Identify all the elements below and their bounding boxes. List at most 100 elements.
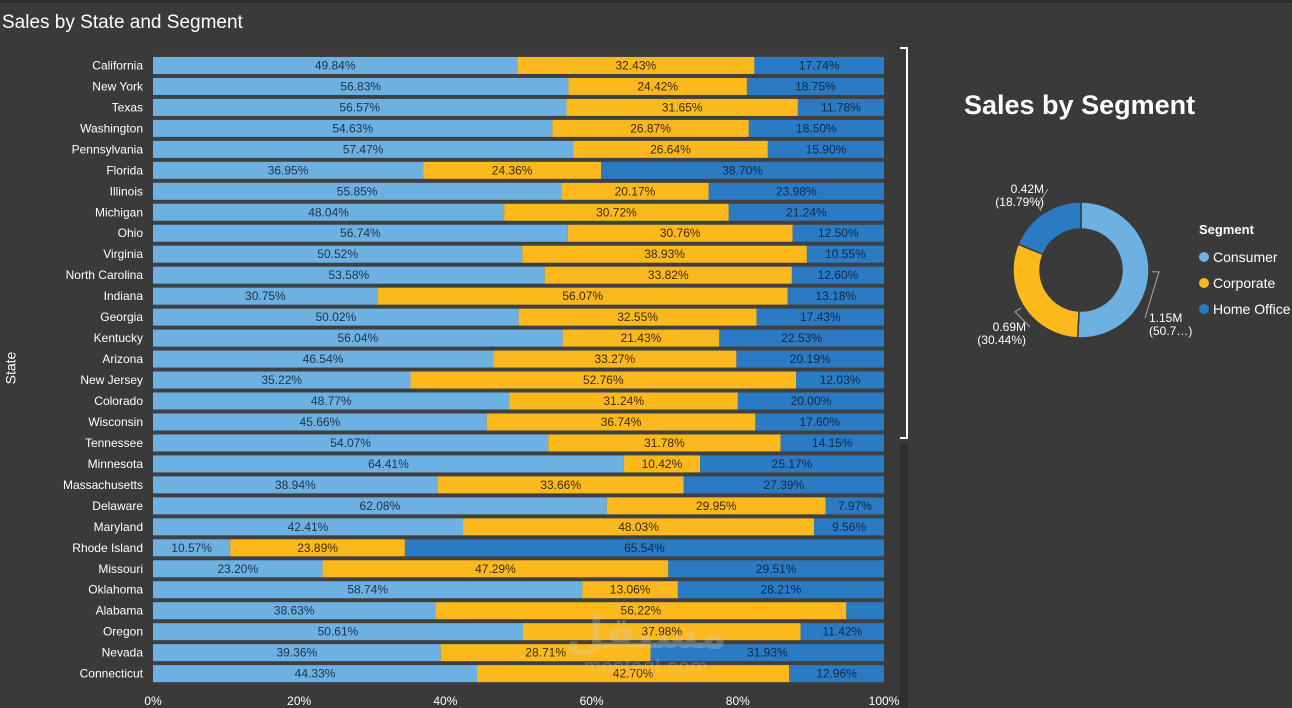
bar-corporate-pennsylvania	[573, 140, 768, 158]
bar-corporate-georgia	[518, 308, 757, 326]
state-label-alabama: Alabama	[96, 604, 144, 618]
data-label-home-office-missouri: 29.51%	[756, 562, 797, 576]
bar-home-office-alabama	[846, 602, 884, 620]
bar-consumer-maryland	[153, 518, 464, 536]
data-label-home-office-tennessee: 14.15%	[812, 436, 853, 450]
state-label-new-york: New York	[92, 79, 144, 93]
data-label-home-office-illinois: 23.98%	[776, 184, 817, 198]
data-label-corporate-michigan: 30.72%	[596, 205, 637, 219]
data-label-corporate-colorado: 31.24%	[603, 394, 644, 408]
bar-corporate-nevada	[440, 644, 651, 662]
data-label-corporate-massachusetts: 33.66%	[540, 478, 581, 492]
state-label-missouri: Missouri	[98, 562, 143, 576]
legend-item-consumer[interactable]: Consumer	[1199, 244, 1291, 270]
bar-corporate-michigan	[504, 203, 729, 221]
data-label-consumer-florida: 36.95%	[268, 163, 309, 177]
data-label-home-office-maryland: 9.56%	[832, 520, 866, 534]
donut-percent-label-home-office: (18.79%)	[995, 195, 1044, 209]
bar-consumer-alabama	[153, 602, 436, 620]
data-label-home-office-washington: 18.50%	[796, 121, 837, 135]
bar-corporate-missouri	[322, 560, 669, 578]
bar-corporate-virginia	[522, 245, 807, 263]
state-label-georgia: Georgia	[100, 310, 143, 324]
bar-consumer-indiana	[153, 287, 378, 305]
bar-consumer-california	[153, 56, 518, 74]
data-label-corporate-oregon: 37.98%	[641, 625, 682, 639]
data-label-corporate-new-york: 24.42%	[637, 79, 678, 93]
stacked-bar-chart: California 49.84% 32.43% 17.74% New York 56.8…	[63, 55, 900, 708]
data-label-corporate-florida: 24.36%	[492, 163, 533, 177]
data-label-corporate-maryland: 48.03%	[618, 520, 659, 534]
bar-corporate-texas	[566, 98, 798, 116]
bar-home-office-arizona	[736, 350, 884, 368]
x-tick-label: 40%	[433, 694, 457, 708]
bar-consumer-illinois	[153, 182, 562, 200]
bar-consumer-michigan	[153, 203, 505, 221]
data-label-consumer-missouri: 23.20%	[217, 562, 258, 576]
bar-consumer-minnesota	[153, 455, 624, 473]
data-label-home-office-oklahoma: 28.21%	[761, 583, 802, 597]
legend-item-home-office[interactable]: Home Office	[1199, 296, 1291, 322]
bar-corporate-connecticut	[477, 665, 790, 683]
bar-consumer-ohio	[153, 224, 568, 242]
data-label-corporate-delaware: 29.95%	[696, 499, 737, 513]
scrollbar-track[interactable]	[900, 444, 908, 708]
data-label-corporate-georgia: 32.55%	[617, 310, 658, 324]
data-label-home-office-ohio: 12.50%	[818, 226, 859, 240]
bar-corporate-illinois	[561, 182, 709, 200]
data-label-consumer-indiana: 30.75%	[245, 289, 286, 303]
data-label-consumer-wisconsin: 45.66%	[300, 415, 341, 429]
data-label-consumer-massachusetts: 38.94%	[275, 478, 316, 492]
bar-home-office-delaware	[825, 497, 884, 515]
state-label-maryland: Maryland	[94, 520, 143, 534]
legend-item-corporate[interactable]: Corporate	[1199, 270, 1291, 296]
bar-chart-title: Sales by State and Segment	[2, 12, 243, 33]
state-label-pennsylvania: Pennsylvania	[72, 142, 144, 156]
data-label-corporate-washington: 26.87%	[630, 121, 671, 135]
data-label-corporate-ohio: 30.76%	[660, 226, 701, 240]
data-label-consumer-ohio: 56.74%	[340, 226, 381, 240]
watermark: مستقل mostaql.com	[566, 612, 727, 679]
legend-label: Corporate	[1213, 275, 1276, 291]
segment-legend: Segment Consumer Corporate Home Office	[1199, 222, 1291, 322]
bar-home-office-maryland	[814, 518, 884, 536]
data-label-consumer-rhode-island: 10.57%	[171, 541, 212, 555]
data-label-consumer-north-carolina: 53.58%	[328, 268, 369, 282]
data-label-consumer-oklahoma: 58.74%	[347, 583, 388, 597]
bar-home-office-new-york	[746, 77, 884, 95]
bar-corporate-wisconsin	[486, 413, 756, 431]
donut-value-label-home-office: 0.42M	[1011, 182, 1044, 196]
bar-consumer-georgia	[153, 308, 519, 326]
data-label-corporate-virginia: 38.93%	[644, 247, 685, 261]
legend-dot-corporate-icon	[1199, 278, 1209, 288]
scrollbar-thumb[interactable]	[900, 47, 908, 439]
watermark-latin: mostaql.com	[583, 656, 709, 678]
bar-home-office-texas	[797, 98, 884, 116]
bar-home-office-florida	[601, 161, 885, 179]
data-label-home-office-rhode-island: 65.54%	[624, 541, 665, 555]
data-label-consumer-virginia: 50.52%	[317, 247, 358, 261]
donut-percent-label-corporate: (30.44%)	[977, 333, 1026, 347]
data-label-corporate-minnesota: 10.42%	[642, 457, 683, 471]
bar-consumer-texas	[153, 98, 567, 116]
data-label-corporate-texas: 31.65%	[662, 100, 703, 114]
state-label-florida: Florida	[106, 163, 143, 177]
bar-home-office-north-carolina	[791, 266, 884, 284]
data-label-corporate-rhode-island: 23.89%	[297, 541, 338, 555]
data-label-consumer-pennsylvania: 57.47%	[343, 142, 384, 156]
data-label-home-office-minnesota: 25.17%	[772, 457, 813, 471]
state-label-washington: Washington	[80, 121, 143, 135]
donut-value-label-corporate: 0.69M	[993, 320, 1026, 334]
state-label-tennessee: Tennessee	[85, 436, 143, 450]
bar-home-office-ohio	[792, 224, 884, 242]
data-label-corporate-nevada: 28.71%	[525, 646, 566, 660]
data-label-home-office-new-york: 18.75%	[795, 79, 836, 93]
bar-home-office-indiana	[787, 287, 884, 305]
data-label-consumer-minnesota: 64.41%	[368, 457, 409, 471]
data-label-consumer-illinois: 55.85%	[337, 184, 378, 198]
state-label-indiana: Indiana	[104, 289, 144, 303]
bar-home-office-rhode-island	[404, 539, 884, 557]
bar-home-office-virginia	[806, 245, 884, 263]
x-tick-label: 60%	[580, 694, 604, 708]
data-label-home-office-nevada: 31.93%	[747, 646, 788, 660]
